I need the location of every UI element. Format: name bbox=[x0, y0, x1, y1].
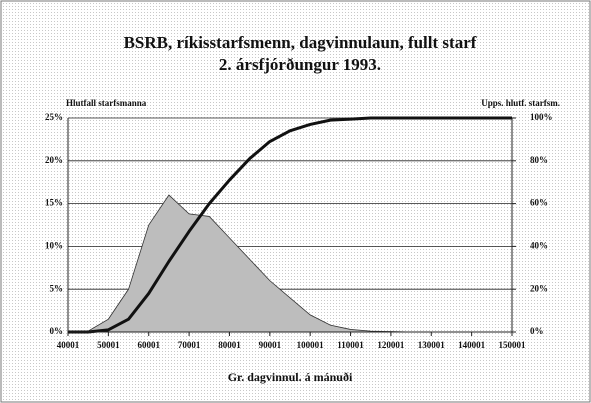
x-tick-label: 90001 bbox=[259, 340, 282, 350]
y-tick-label: 20% bbox=[45, 155, 63, 165]
y2-tick-label: 80% bbox=[530, 155, 548, 165]
x-tick-label: 100001 bbox=[297, 340, 325, 350]
chart-title: BSRB, ríkisstarfsmenn, dagvinnulaun, ful… bbox=[124, 33, 477, 52]
y2-tick-label: 100% bbox=[530, 112, 553, 122]
x-tick-label: 150001 bbox=[499, 340, 527, 350]
y2-axis-label: Upps. hlutf. starfsm. bbox=[481, 98, 560, 108]
chart-subtitle: 2. ársfjórðungur 1993. bbox=[219, 55, 381, 74]
y2-tick-label: 40% bbox=[530, 240, 548, 250]
y-tick-label: 0% bbox=[50, 326, 64, 336]
y2-tick-label: 60% bbox=[530, 198, 548, 208]
x-tick-label: 80001 bbox=[218, 340, 241, 350]
y-tick-label: 25% bbox=[45, 112, 63, 122]
x-tick-label: 130001 bbox=[418, 340, 446, 350]
y-tick-label: 5% bbox=[50, 283, 64, 293]
x-tick-label: 110001 bbox=[337, 340, 364, 350]
x-axis-label: Gr. dagvinnul. á mánuði bbox=[228, 370, 353, 384]
x-tick-label: 60001 bbox=[137, 340, 160, 350]
x-tick-label: 40001 bbox=[57, 340, 80, 350]
x-tick-label: 140001 bbox=[458, 340, 486, 350]
x-tick-label: 70001 bbox=[178, 340, 201, 350]
y-tick-label: 10% bbox=[45, 240, 63, 250]
x-tick-label: 50001 bbox=[97, 340, 120, 350]
y-tick-label: 15% bbox=[45, 198, 63, 208]
y2-tick-label: 20% bbox=[530, 283, 548, 293]
cumulative-line bbox=[68, 116, 512, 334]
y2-tick-label: 0% bbox=[530, 326, 544, 336]
x-tick-label: 120001 bbox=[377, 340, 405, 350]
y-axis-label: Hlutfall starfsmanna bbox=[66, 98, 147, 108]
